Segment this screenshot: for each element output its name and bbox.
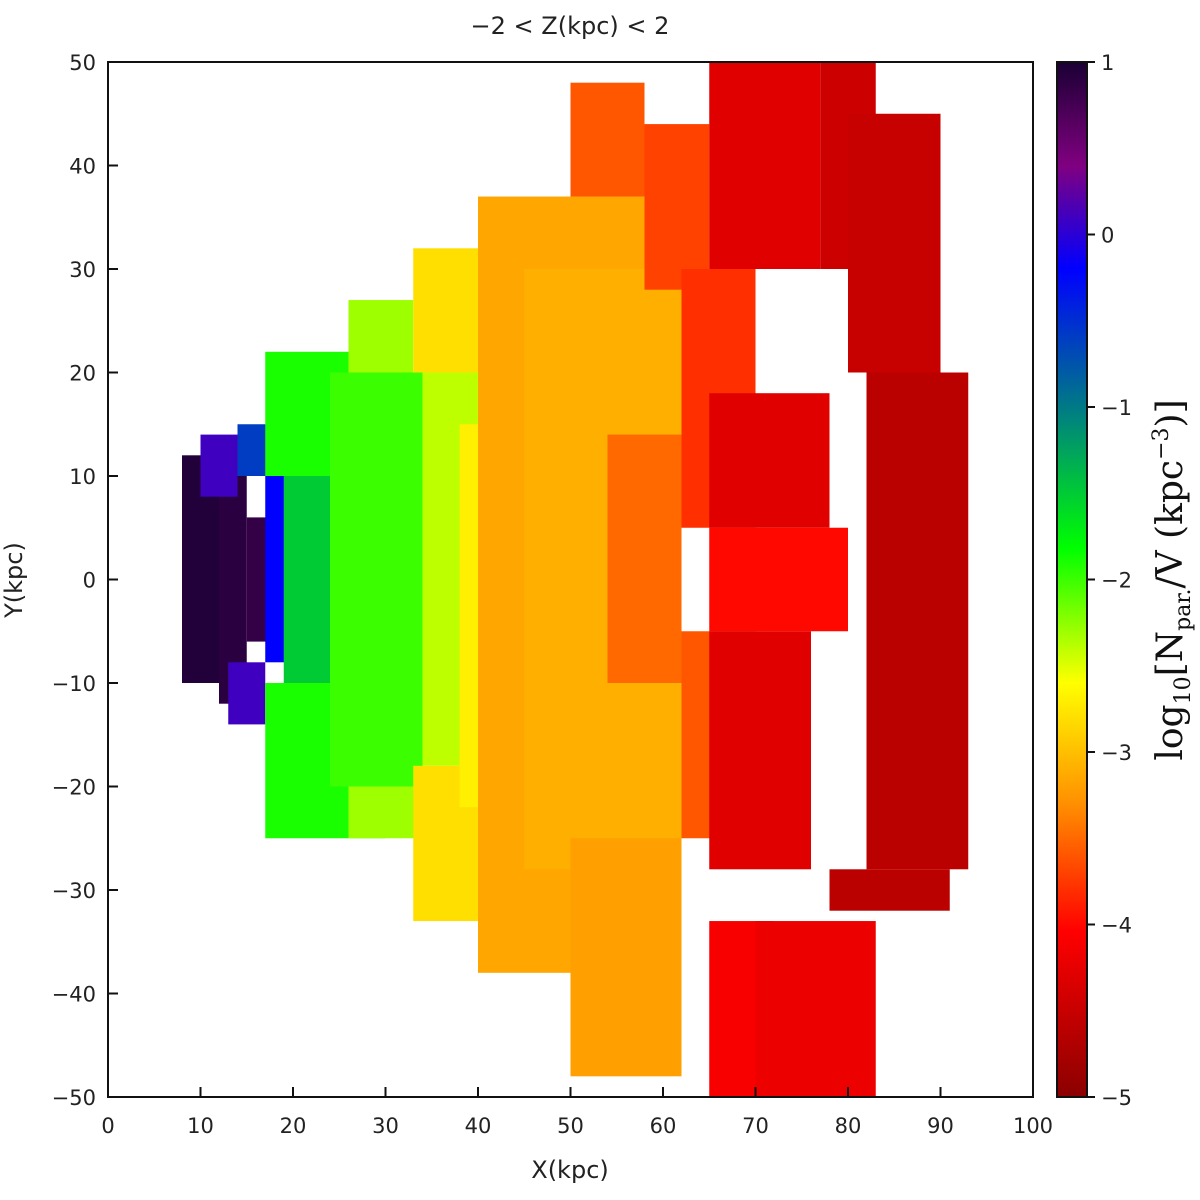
colorbar-tick-label: 1 [1101,51,1114,75]
heatmap-cell [709,527,848,632]
y-tick-label: −30 [52,879,96,903]
heatmap-cell [644,124,710,290]
x-tick-label: 10 [187,1114,214,1138]
y-axis-label: Y(kpc) [0,542,28,619]
heatmap-cell [200,434,238,497]
y-tick-label: 30 [69,258,96,282]
x-tick-label: 50 [557,1114,584,1138]
colorbar-tick-label: −2 [1101,569,1132,593]
x-axis-ticks: 0 10 20 30 40 50 60 70 80 90 100 [101,1087,1053,1138]
y-tick-label: 0 [83,569,96,593]
x-tick-label: 60 [650,1114,677,1138]
heatmap-cell [330,372,423,787]
heatmap-cells [182,62,969,1097]
y-axis-ticks: −50 −40 −30 −20 −10 0 10 20 30 40 50 [52,51,118,1110]
heatmap-cell [709,631,811,870]
x-axis-label: X(kpc) [531,1156,609,1184]
heatmap-cell [848,113,941,373]
x-tick-label: 30 [372,1114,399,1138]
heatmap-cell [607,434,682,683]
y-tick-label: 10 [69,465,96,489]
heatmap-cell [570,82,645,197]
y-tick-label: −20 [52,776,96,800]
x-tick-label: 90 [927,1114,954,1138]
heatmap-cell [348,300,414,373]
heatmap-cell [570,838,682,1077]
x-tick-label: 0 [101,1114,114,1138]
chart-title: −2 < Z(kpc) < 2 [471,12,670,40]
x-tick-label: 20 [280,1114,307,1138]
y-tick-label: 50 [69,51,96,75]
heatmap-cell [413,248,478,373]
heatmap-cell [709,393,830,528]
y-tick-label: −50 [52,1086,96,1110]
heatmap-cell [228,662,266,725]
x-tick-label: 40 [465,1114,492,1138]
x-tick-label: 100 [1013,1114,1053,1138]
colorbar-tick-label: −3 [1101,741,1132,765]
colorbar-tick-label: −1 [1101,396,1132,420]
heatmap-cell [755,921,876,1097]
colorbar-tick-label: 0 [1101,224,1114,248]
colorbar-tick-label: −5 [1101,1086,1132,1110]
colorbar-tick-label: −4 [1101,914,1132,938]
heatmap-cell [829,869,950,911]
colorbar-ticks: 1 0 −1 −2 −3 −4 −5 [1087,51,1132,1110]
y-tick-label: 40 [69,155,96,179]
colorbar-label: log10[Npar./V (kpc−3)] [1149,399,1196,760]
x-tick-label: 70 [742,1114,769,1138]
heatmap-cell [709,62,821,269]
y-tick-label: −10 [52,672,96,696]
colorbar [1056,61,1088,1098]
heatmap-cell [283,434,330,704]
y-tick-label: 20 [69,362,96,386]
x-tick-label: 80 [835,1114,862,1138]
y-tick-label: −40 [52,983,96,1007]
heatmap-cell [866,372,969,870]
